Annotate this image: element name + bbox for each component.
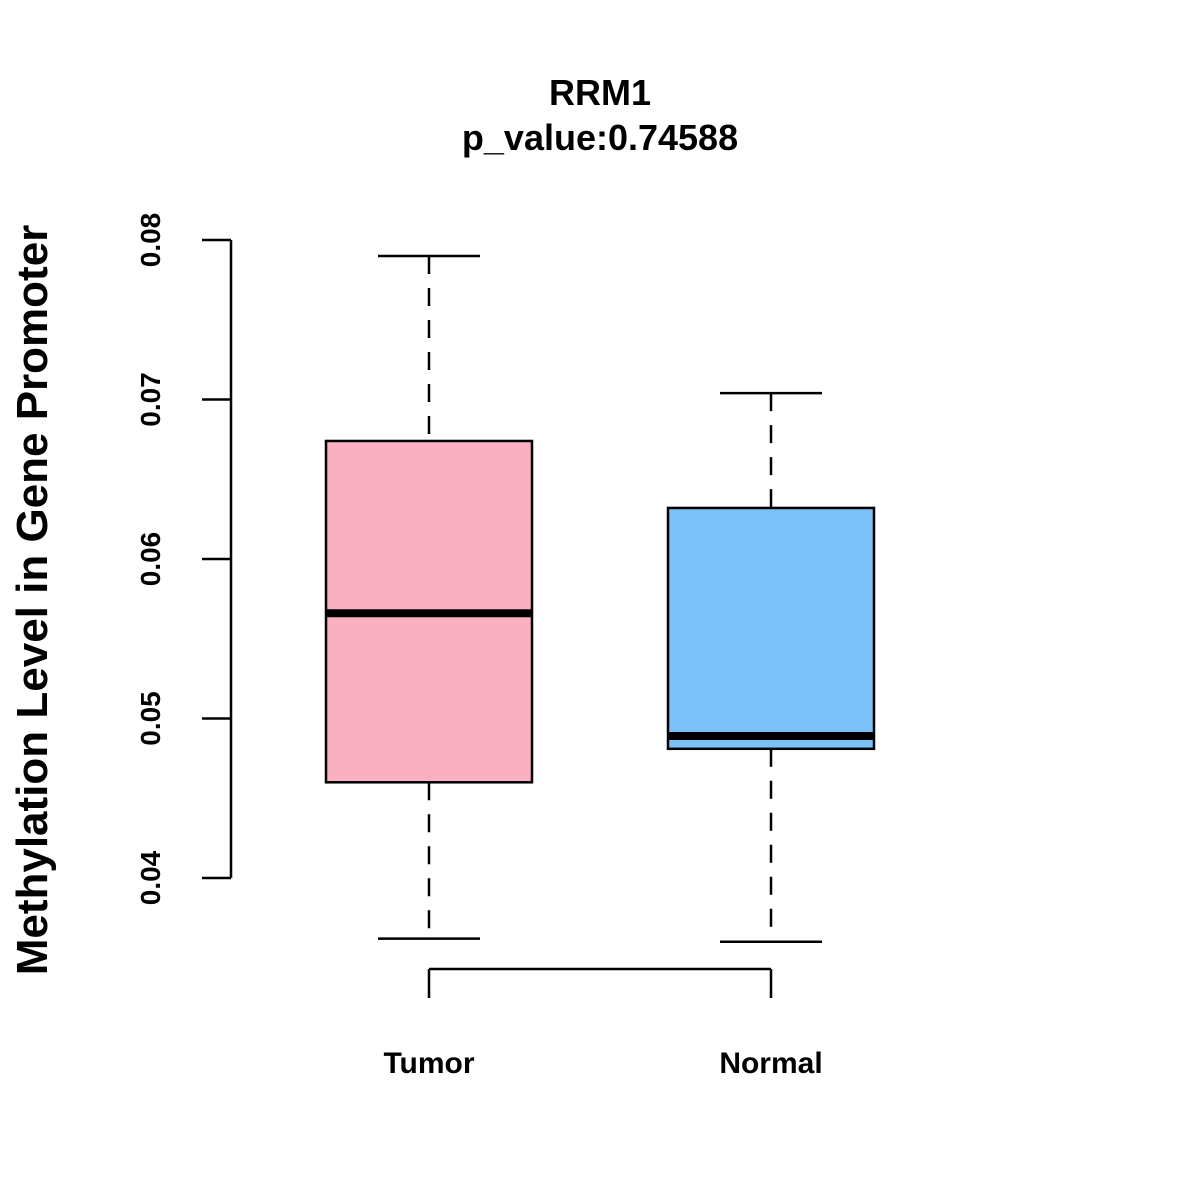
- x-tick-label: Normal: [719, 1047, 822, 1080]
- y-axis: 0.04 0.05 0.06 0.07 0.08: [135, 213, 233, 905]
- y-tick-label: 0.06: [135, 532, 166, 587]
- chart-title: RRM1: [549, 72, 651, 113]
- box-tumor: [324, 254, 534, 940]
- y-tick-label: 0.05: [135, 691, 166, 746]
- box-normal: [666, 391, 876, 944]
- x-axis: Tumor Normal: [383, 967, 823, 1080]
- y-axis-label: Methylation Level in Gene Promoter: [8, 225, 57, 976]
- x-tick-label: Tumor: [383, 1047, 474, 1080]
- y-tick-label: 0.08: [135, 213, 166, 268]
- iqr-box: [666, 506, 876, 751]
- y-tick-label: 0.04: [135, 850, 166, 905]
- box-group: [324, 254, 876, 944]
- chart-subtitle: p_value:0.74588: [462, 117, 738, 158]
- y-tick-label: 0.07: [135, 372, 166, 427]
